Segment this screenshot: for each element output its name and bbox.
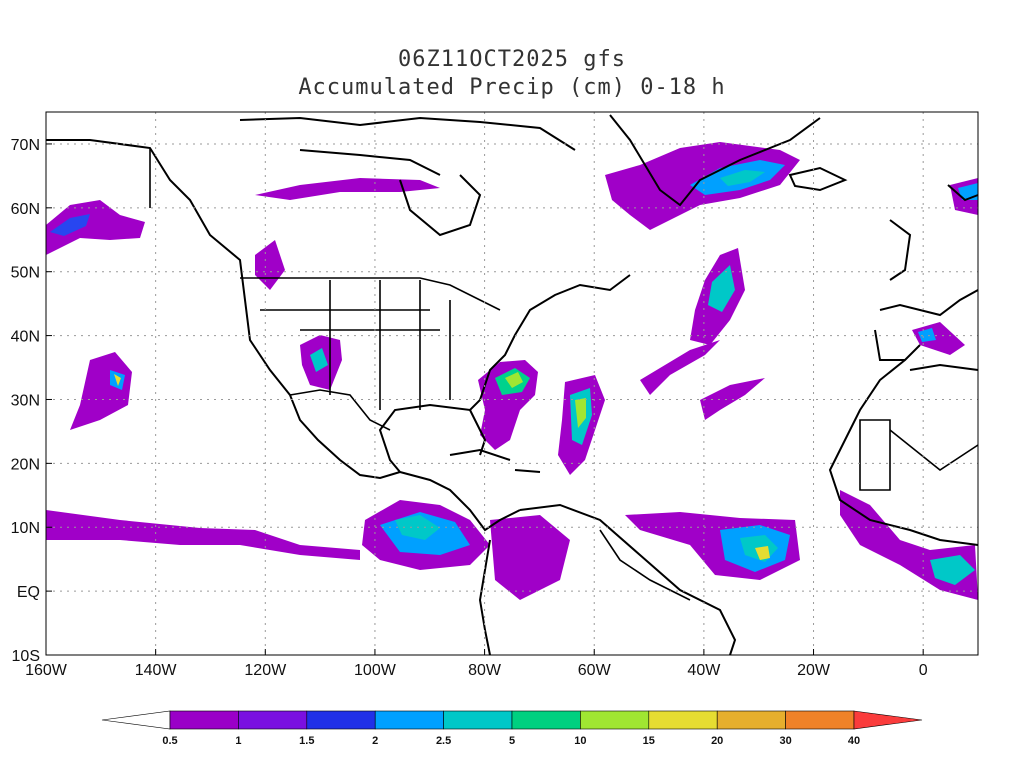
precip-area xyxy=(912,322,965,355)
precip-area xyxy=(255,240,285,290)
colorbar-label: 5 xyxy=(509,735,515,747)
precip-area xyxy=(114,374,121,386)
lat-tick-label: 40N xyxy=(11,329,40,346)
coastline xyxy=(399,471,521,532)
precip-area xyxy=(255,178,440,200)
lat-tick-label: 30N xyxy=(11,392,40,409)
lon-tick-label: 160W xyxy=(25,662,68,679)
map-frame xyxy=(45,111,979,656)
colorbar-swatch xyxy=(374,710,444,730)
colorbar-swatch xyxy=(580,710,650,730)
precip-area xyxy=(958,183,978,200)
coastline xyxy=(879,289,979,317)
lon-tick-label: 120W xyxy=(244,662,287,679)
lon-tick-label: 40W xyxy=(687,662,721,679)
colorbar-label: 40 xyxy=(848,735,860,747)
lon-tick-label: 100W xyxy=(354,662,397,679)
precip-area xyxy=(575,398,586,428)
colorbar-swatch xyxy=(716,710,786,730)
colorbar-label: 1 xyxy=(235,735,241,747)
coastline xyxy=(947,184,979,202)
country-borders xyxy=(149,148,979,601)
lat-tick-label: 60N xyxy=(11,201,40,218)
coastline xyxy=(889,219,912,281)
lat-tick-label: 70N xyxy=(11,137,40,154)
lon-tick-label: 80W xyxy=(468,662,502,679)
coastline xyxy=(609,114,821,207)
precip-area xyxy=(505,372,523,388)
coastline xyxy=(239,116,576,151)
precip-area xyxy=(720,170,765,186)
lon-tick-label: 20W xyxy=(797,662,831,679)
precip-area xyxy=(755,546,770,560)
precip-layer xyxy=(46,142,978,600)
lat-tick-label: 50N xyxy=(11,265,40,282)
lon-axis: 160W 140W 120W 100W 80W 60W 40W 20W 0 xyxy=(25,649,928,679)
coastline xyxy=(299,149,441,176)
coastline xyxy=(909,363,979,371)
colorbar-label: 20 xyxy=(711,735,723,747)
coastlines xyxy=(46,114,979,656)
precip-area xyxy=(46,510,360,560)
coastline xyxy=(788,166,848,192)
colorbar-low-arrow xyxy=(101,710,171,730)
coastline xyxy=(478,539,491,656)
lat-tick-label: 20N xyxy=(11,456,40,473)
coastline xyxy=(46,139,401,480)
colorbar-label: 1.5 xyxy=(299,735,314,747)
lat-tick-label: EQ xyxy=(17,584,40,601)
colorbar-label: 0.5 xyxy=(162,735,177,747)
lon-tick-label: 0 xyxy=(919,662,928,679)
border xyxy=(289,389,391,431)
colorbar-label: 2 xyxy=(372,735,378,747)
map-subtitle: Accumulated Precip (cm) 0-18 h xyxy=(298,75,726,100)
coastline xyxy=(449,448,511,461)
colorbar: 0.5 1 1.5 2 2.5 5 10 15 20 30 40 xyxy=(101,710,923,747)
coastline xyxy=(874,329,921,361)
border xyxy=(260,280,451,410)
border xyxy=(859,419,891,491)
colorbar-swatch xyxy=(511,710,581,730)
coastline xyxy=(399,174,482,237)
colorbar-swatch xyxy=(443,710,513,730)
gridlines xyxy=(46,112,978,655)
precip-area xyxy=(70,352,132,430)
colorbar-label: 15 xyxy=(643,735,655,747)
precip-area xyxy=(930,555,975,585)
lat-tick-label: 10S xyxy=(12,648,40,665)
precip-area xyxy=(840,490,978,600)
colorbar-swatch xyxy=(785,710,855,730)
colorbar-swatch xyxy=(238,710,308,730)
coastline xyxy=(514,469,541,473)
lon-tick-label: 60W xyxy=(578,662,612,679)
colorbar-swatch xyxy=(306,710,376,730)
lon-tick-label: 140W xyxy=(135,662,178,679)
border xyxy=(889,429,979,471)
coastline xyxy=(519,503,737,656)
colorbar-label: 2.5 xyxy=(436,735,451,747)
border xyxy=(240,277,501,311)
colorbar-label: 30 xyxy=(779,735,791,747)
precip-area xyxy=(918,328,936,342)
precip-area xyxy=(640,340,720,395)
colorbar-label: 10 xyxy=(574,735,586,747)
colorbar-high-arrow xyxy=(853,710,923,730)
map-title: 06Z11OCT2025 gfs xyxy=(398,47,626,72)
lat-axis: 10S EQ 10N 20N 30N 40N 50N 60N 70N xyxy=(11,137,52,665)
precip-area xyxy=(490,515,570,600)
colorbar-swatch xyxy=(648,710,718,730)
precip-area xyxy=(50,214,90,236)
coastline xyxy=(828,359,979,546)
coastline xyxy=(378,274,631,473)
precip-area xyxy=(708,265,735,312)
border xyxy=(599,529,691,601)
precip-area xyxy=(310,348,328,372)
colorbar-swatch xyxy=(169,710,239,730)
lat-tick-label: 10N xyxy=(11,520,40,537)
precip-area xyxy=(46,200,145,255)
